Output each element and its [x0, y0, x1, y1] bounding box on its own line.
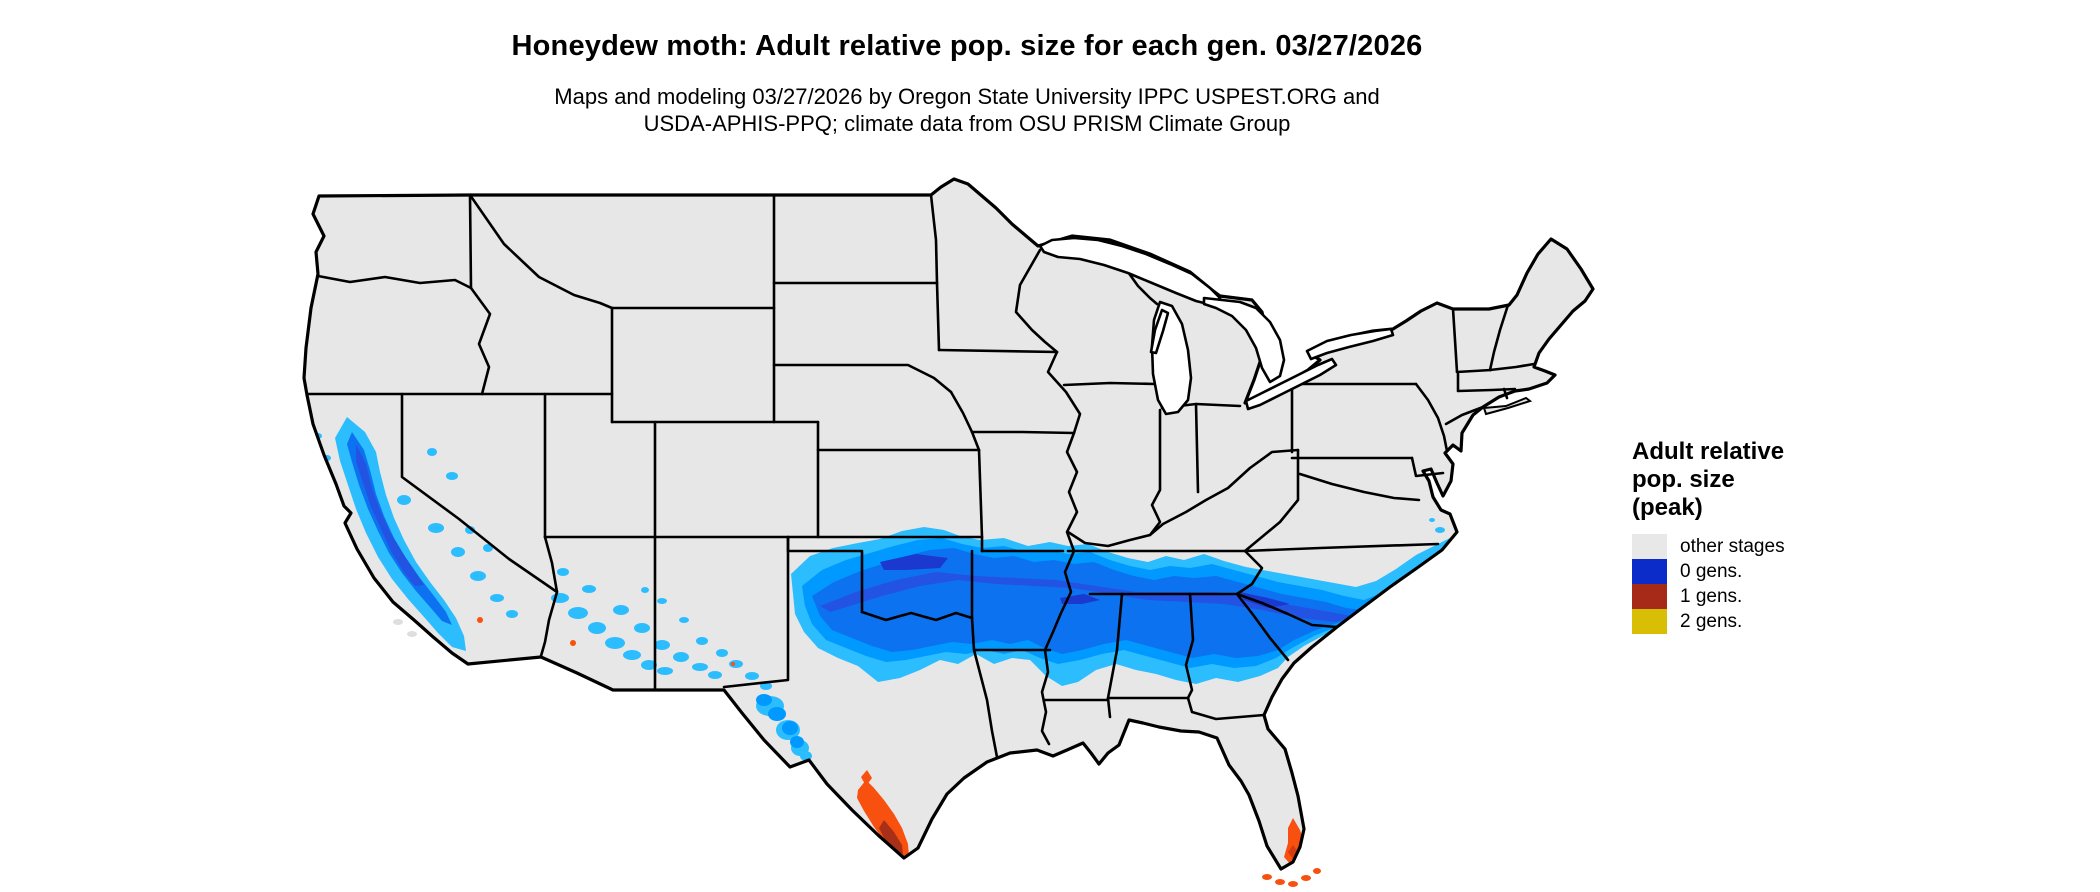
- overlay-south-band-dark-core: [820, 572, 1352, 622]
- lake-erie: [1244, 357, 1338, 411]
- lake-ontario: [1305, 327, 1395, 361]
- overlay-south-texas-streak: [861, 770, 872, 786]
- page-subtitle: Maps and modeling 03/27/2026 by Oregon S…: [0, 83, 1934, 137]
- legend-title-line-1: Adult relative: [1632, 438, 1785, 465]
- page-title: Honeydew moth: Adult relative pop. size …: [511, 30, 1423, 62]
- legend-title-line-3: (peak): [1632, 494, 1703, 521]
- overlay-band-darkest-ok: [880, 554, 948, 570]
- legend-title-line-2: pop. size: [1632, 466, 1735, 493]
- great-lakes: [1038, 236, 1395, 416]
- legend-label-0-gens: 0 gens.: [1680, 560, 1743, 582]
- legend-swatch-0-gens: [1632, 559, 1667, 584]
- legend-swatch-1-gens: [1632, 584, 1667, 609]
- legend-rows: other stages 0 gens. 1 gens. 2 gens.: [1632, 534, 1952, 634]
- overlay-california-scatter: [314, 433, 518, 618]
- overlay-west-texas-mid: [756, 694, 804, 748]
- subtitle-line-2: USDA-APHIS-PPQ; climate data from OSU PR…: [643, 111, 1291, 136]
- conus-base: [304, 179, 1593, 869]
- lake-huron: [1202, 296, 1286, 384]
- legend-swatch-2-gens: [1632, 609, 1667, 634]
- overlay-band-darkest-ga: [1240, 592, 1290, 608]
- legend-row-other-stages: other stages: [1632, 534, 1952, 559]
- legend-row-0-gens: 0 gens.: [1632, 559, 1952, 584]
- legend-label-2-gens: 2 gens.: [1680, 610, 1743, 632]
- legend: Adult relative pop. size (peak) other st…: [1632, 438, 1952, 634]
- legend-label-other-stages: other stages: [1680, 535, 1785, 557]
- overlay-inland-red-specks: [477, 617, 735, 666]
- overlay-california-dark: [356, 444, 424, 586]
- legend-row-2-gens: 2 gens.: [1632, 609, 1952, 634]
- legend-label-1-gens: 1 gens.: [1680, 585, 1743, 607]
- title-band: Honeydew moth: Adult relative pop. size …: [0, 0, 1934, 137]
- long-island: [1482, 396, 1533, 416]
- overlay-south-texas-darkred: [879, 820, 903, 854]
- legend-row-1-gens: 1 gens.: [1632, 584, 1952, 609]
- florida-keys: [1262, 868, 1321, 887]
- legend-swatch-other-stages: [1632, 534, 1667, 559]
- subtitle-line-1: Maps and modeling 03/27/2026 by Oregon S…: [554, 84, 1380, 109]
- legend-title: Adult relative pop. size (peak): [1632, 438, 1952, 522]
- channel-islands: [393, 619, 417, 637]
- green-bay: [1149, 308, 1170, 355]
